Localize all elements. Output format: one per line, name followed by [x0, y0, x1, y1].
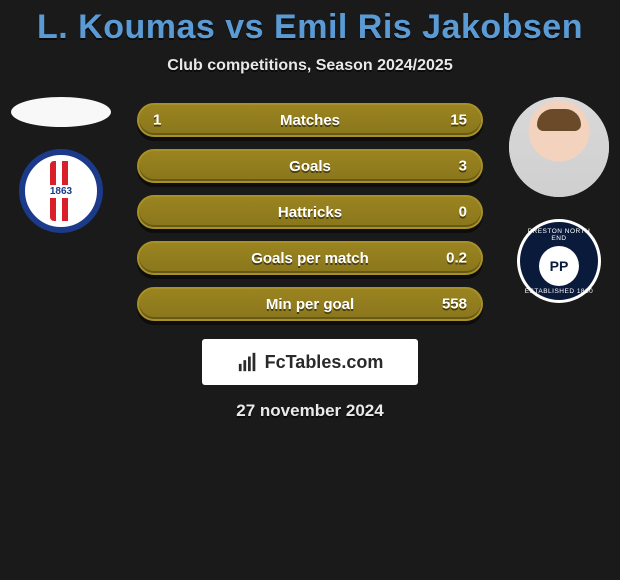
stat-bar: Min per goal 558: [137, 287, 483, 321]
right-club-badge: PRESTON NORTH END PP ESTABLISHED 1880: [517, 219, 601, 303]
comparison-layout: 1863 PRESTON NORTH END PP ESTABLISHED 18…: [0, 97, 620, 321]
stat-right-value: 15: [450, 112, 467, 129]
left-player-column: 1863: [6, 97, 116, 233]
stat-bar: 1 Matches 15: [137, 103, 483, 137]
page-title: L. Koumas vs Emil Ris Jakobsen: [0, 0, 620, 47]
stat-label: Goals: [289, 158, 331, 175]
right-player-column: PRESTON NORTH END PP ESTABLISHED 1880: [504, 97, 614, 303]
stat-label: Min per goal: [266, 296, 354, 313]
player-face-icon: [509, 97, 609, 197]
bar-chart-icon: [237, 351, 259, 373]
stat-right-value: 0.2: [446, 250, 467, 267]
branding-text: FcTables.com: [265, 352, 384, 373]
right-club-name: PRESTON NORTH END: [520, 228, 598, 242]
stat-right-value: 558: [442, 296, 467, 313]
left-club-badge: 1863: [19, 149, 103, 233]
left-club-year: 1863: [46, 185, 76, 198]
stats-bars: 1 Matches 15 Goals 3 Hattricks 0 Goals per matc…: [137, 97, 483, 321]
snapshot-date: 27 november 2024: [0, 401, 620, 421]
stat-right-value: 3: [459, 158, 467, 175]
branding-badge: FcTables.com: [202, 339, 418, 385]
stat-bar: Hattricks 0: [137, 195, 483, 229]
stat-label: Hattricks: [278, 204, 342, 221]
stat-left-value: 1: [153, 112, 161, 129]
page-subtitle: Club competitions, Season 2024/2025: [0, 57, 620, 75]
stat-bar: Goals per match 0.2: [137, 241, 483, 275]
stat-bar: Goals 3: [137, 149, 483, 183]
right-club-established: ESTABLISHED 1880: [525, 288, 594, 295]
stat-right-value: 0: [459, 204, 467, 221]
preston-pp-icon: PP: [539, 246, 579, 286]
right-player-avatar: [509, 97, 609, 197]
stat-label: Goals per match: [251, 250, 369, 267]
left-player-avatar: [11, 97, 111, 127]
stat-label: Matches: [280, 112, 340, 129]
